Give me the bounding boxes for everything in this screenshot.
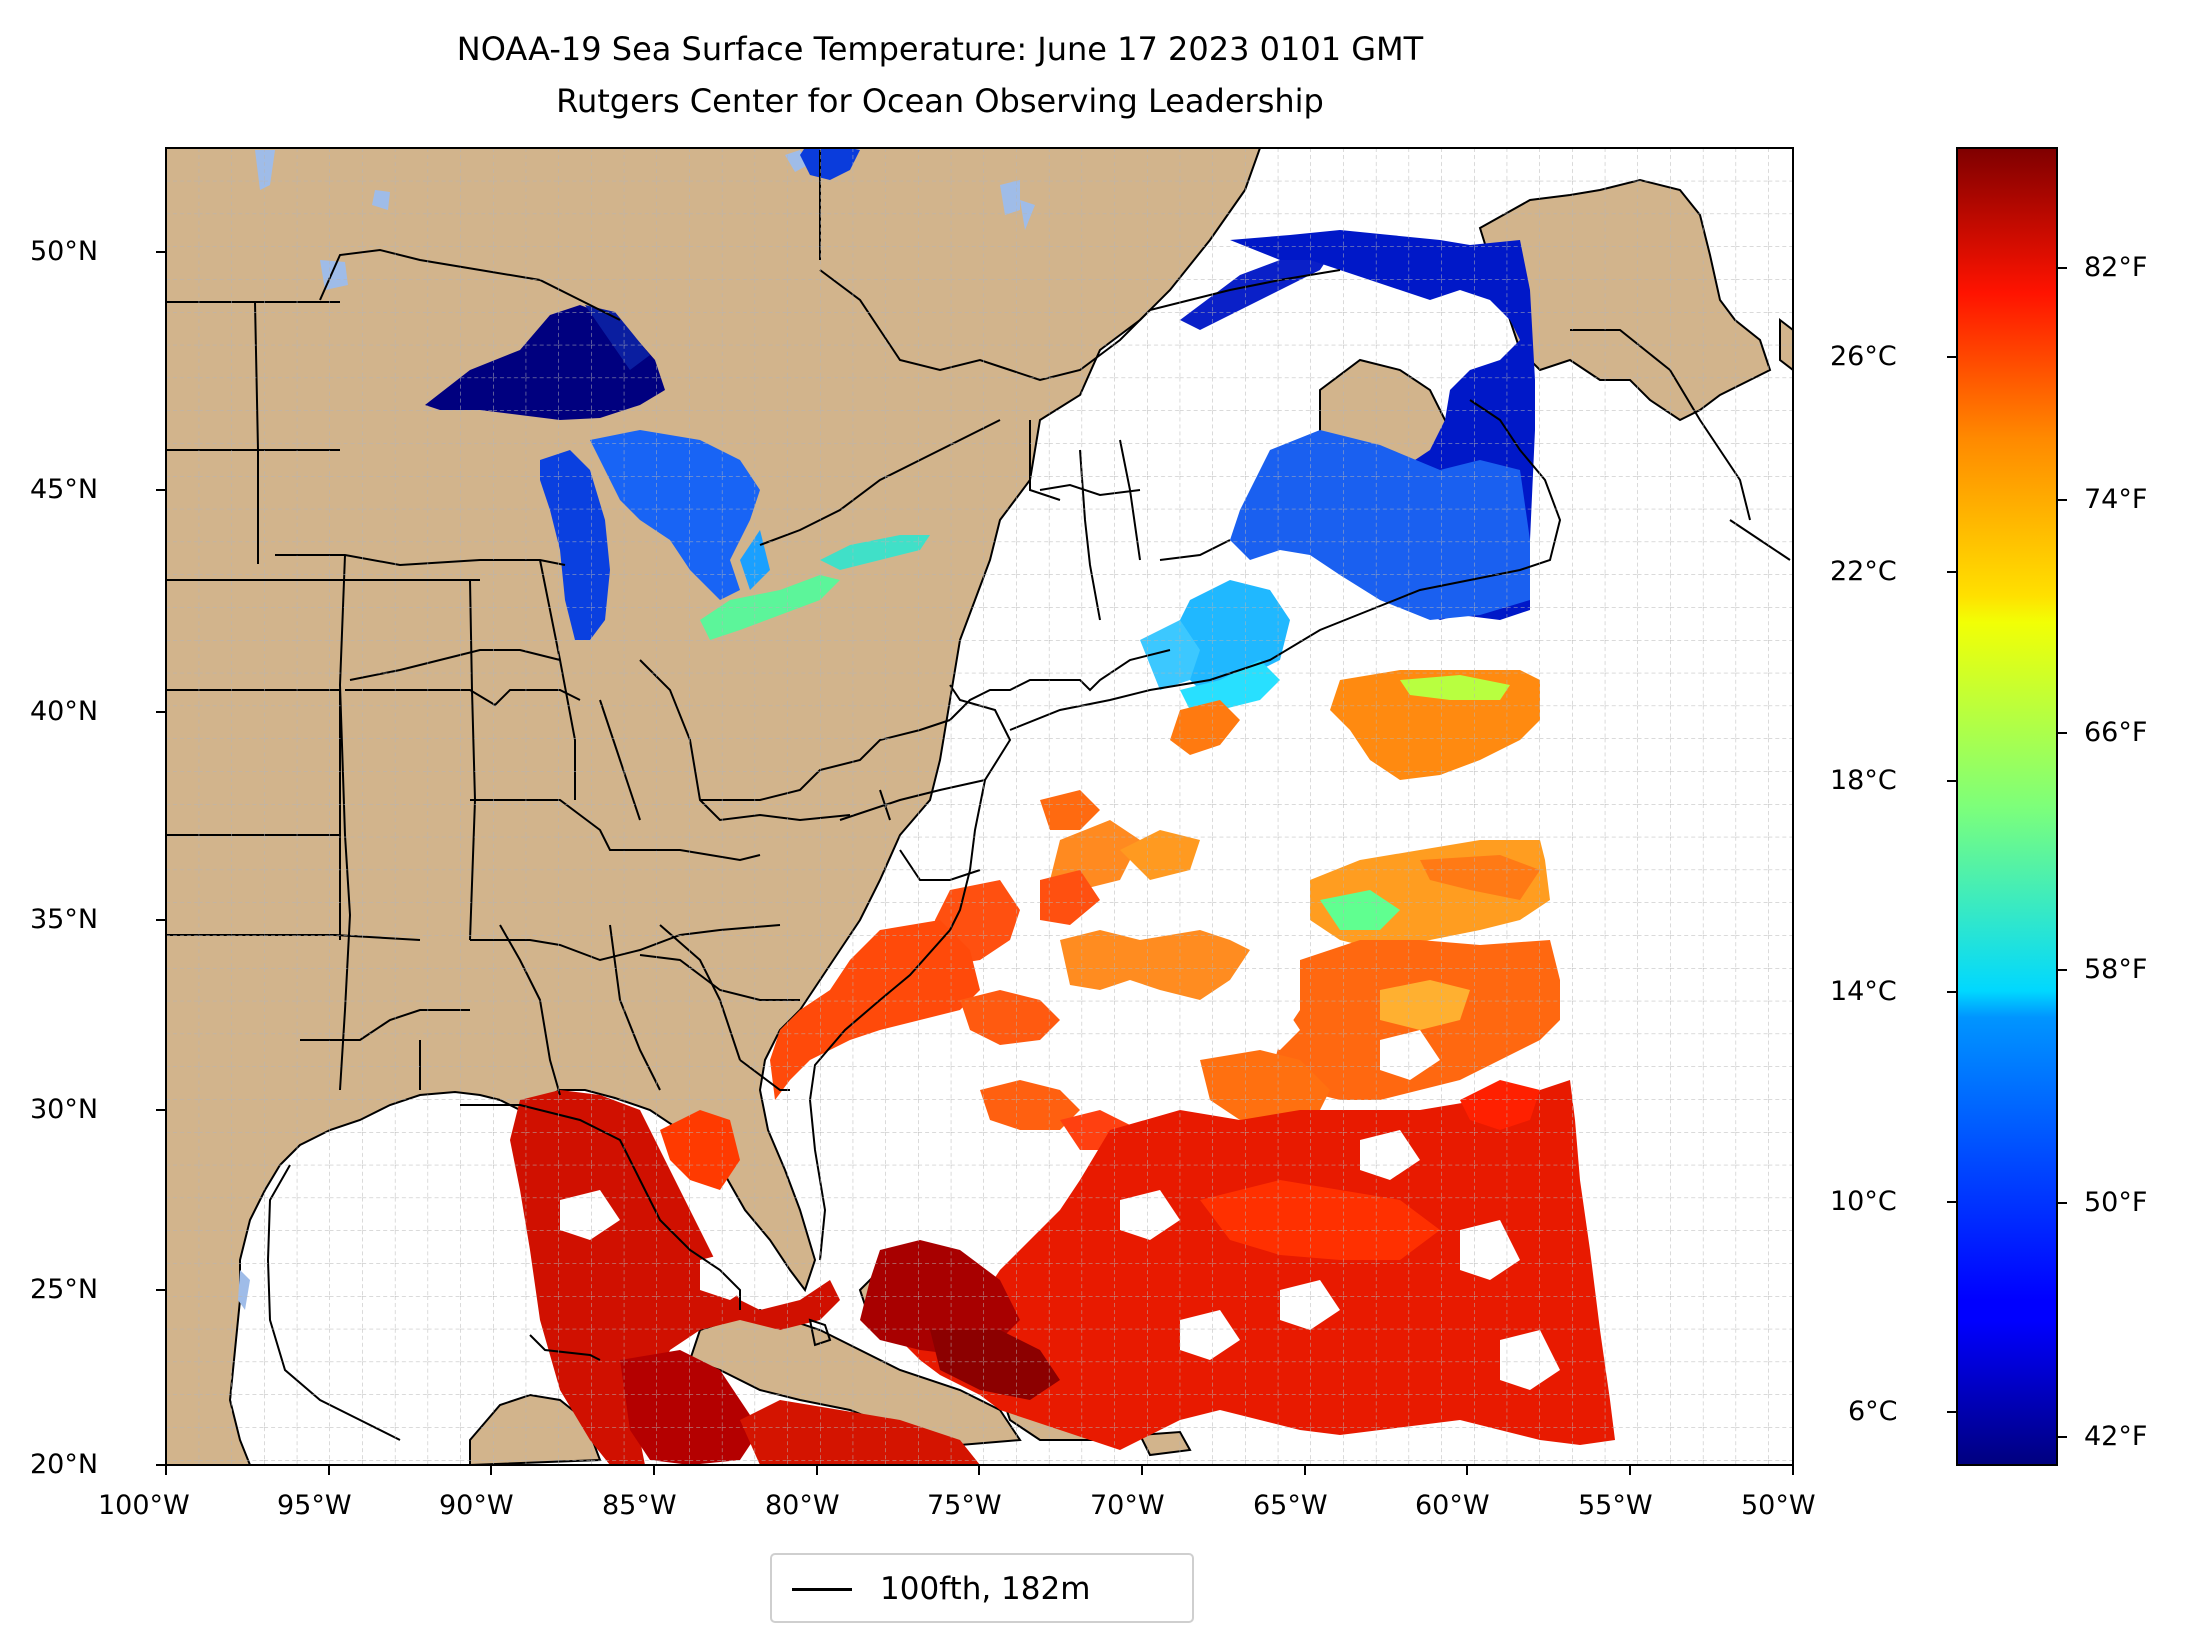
chart-title: NOAA-19 Sea Surface Temperature: June 17… xyxy=(456,30,1424,68)
colorbar-fahrenheit-label: 66°F xyxy=(2084,717,2148,748)
lon-tick-label: 70°W xyxy=(1090,1490,1165,1521)
lat-tick-label: 35°N xyxy=(30,904,99,935)
lon-tick-label: 55°W xyxy=(1578,1490,1653,1521)
legend-label: 100fth, 182m xyxy=(880,1571,1091,1607)
colorbar-fahrenheit-label: 82°F xyxy=(2084,252,2148,283)
lat-tick-label: 40°N xyxy=(30,696,99,727)
colorbar-celsius-label: 22°C xyxy=(1830,556,1897,587)
lon-tick-label: 100°W xyxy=(98,1490,190,1521)
chart-subtitle: Rutgers Center for Ocean Observing Leade… xyxy=(556,82,1324,120)
lat-tick-label: 30°N xyxy=(30,1094,99,1125)
colorbar-tick-marks xyxy=(1947,267,2067,1438)
legend-line-swatch xyxy=(792,1588,852,1591)
lon-tick-label: 95°W xyxy=(277,1490,352,1521)
lon-tick-label: 50°W xyxy=(1741,1490,1816,1521)
colorbar-fahrenheit-label: 74°F xyxy=(2084,484,2148,515)
lon-tick-label: 65°W xyxy=(1253,1490,1328,1521)
legend: 100fth, 182m xyxy=(770,1553,1194,1623)
lat-tick-label: 25°N xyxy=(30,1274,99,1305)
lon-tick-label: 80°W xyxy=(765,1490,840,1521)
lon-tick-label: 90°W xyxy=(439,1490,514,1521)
lat-tick-label: 45°N xyxy=(30,474,99,505)
colorbar-celsius-label: 10°C xyxy=(1830,1186,1897,1217)
colorbar-celsius-label: 14°C xyxy=(1830,976,1897,1007)
colorbar-fahrenheit-label: 50°F xyxy=(2084,1187,2148,1218)
colorbar-celsius-label: 18°C xyxy=(1830,765,1897,796)
axis-tick-marks xyxy=(156,251,1794,1475)
colorbar-fahrenheit-label: 58°F xyxy=(2084,954,2148,985)
colorbar xyxy=(1956,147,2058,1466)
lon-tick-label: 75°W xyxy=(927,1490,1002,1521)
lon-tick-label: 60°W xyxy=(1415,1490,1490,1521)
lon-tick-label: 85°W xyxy=(602,1490,677,1521)
map-panel xyxy=(166,148,1793,1465)
colorbar-celsius-label: 26°C xyxy=(1830,341,1897,372)
lat-tick-label: 20°N xyxy=(30,1449,99,1480)
colorbar-celsius-label: 6°C xyxy=(1848,1396,1898,1427)
colorbar-fahrenheit-label: 42°F xyxy=(2084,1421,2148,1452)
lat-tick-label: 50°N xyxy=(30,236,99,267)
